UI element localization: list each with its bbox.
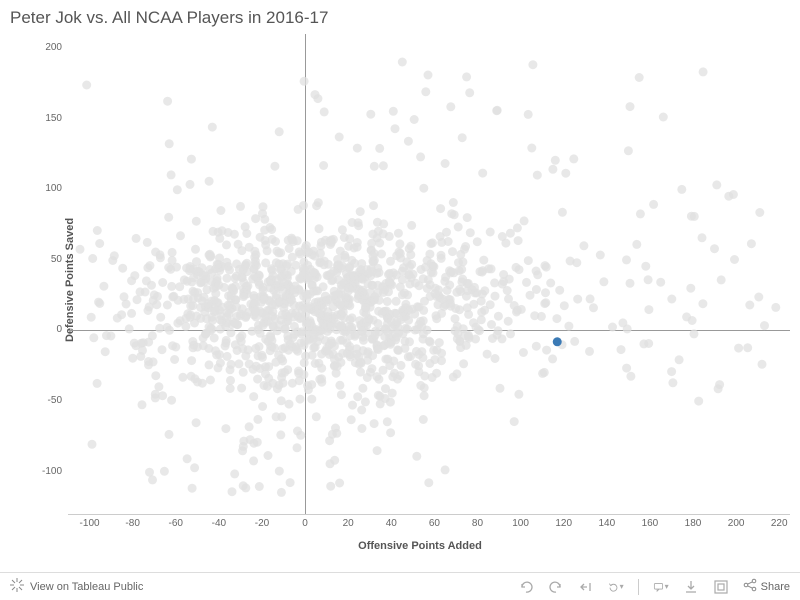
toolbar-separator: [638, 579, 639, 595]
x-axis-line: [68, 514, 790, 515]
x-tick-label: -60: [166, 518, 186, 529]
x-tick-label: -80: [123, 518, 143, 529]
points-layer: [68, 34, 790, 514]
chart-area: Defensive Points Saved -100-80-60-40-200…: [50, 34, 790, 544]
undo-icon[interactable]: [518, 579, 534, 595]
share-icon: [743, 578, 757, 595]
share-button[interactable]: Share: [743, 578, 790, 595]
x-tick-label: 180: [683, 518, 703, 529]
x-tick-label: -100: [80, 518, 100, 529]
reset-icon[interactable]: [578, 579, 594, 595]
x-tick-label: 120: [554, 518, 574, 529]
x-tick-label: -20: [252, 518, 272, 529]
redo-icon[interactable]: [548, 579, 564, 595]
x-tick-label: 0: [295, 518, 315, 529]
x-tick-label: 40: [381, 518, 401, 529]
x-tick-label: 60: [424, 518, 444, 529]
view-on-tableau-link[interactable]: View on Tableau Public: [10, 578, 143, 595]
highlight-point: [553, 337, 562, 346]
x-tick-label: 100: [511, 518, 531, 529]
scatter-plot[interactable]: -100-80-60-40-20020406080100120140160180…: [68, 34, 790, 514]
y-tick-label: 150: [32, 113, 62, 124]
x-axis-label: Offensive Points Added: [50, 540, 790, 552]
download-icon[interactable]: [683, 579, 699, 595]
x-tick-label: 20: [338, 518, 358, 529]
y-tick-label: -100: [32, 466, 62, 477]
y-tick-label: 50: [32, 254, 62, 265]
y-tick-label: 200: [32, 42, 62, 53]
x-tick-label: 200: [726, 518, 746, 529]
share-label: Share: [761, 581, 790, 593]
tableau-logo-icon: [10, 578, 24, 595]
x-tick-label: 220: [769, 518, 789, 529]
refresh-icon[interactable]: ▾: [608, 579, 624, 595]
x-tick-label: 140: [597, 518, 617, 529]
comment-icon[interactable]: ▾: [653, 579, 669, 595]
x-tick-label: -40: [209, 518, 229, 529]
y-tick-label: 100: [32, 183, 62, 194]
tableau-toolbar: View on Tableau Public ▾ ▾ Share: [0, 572, 800, 600]
x-tick-label: 160: [640, 518, 660, 529]
x-tick-label: 80: [467, 518, 487, 529]
y-tick-label: 0: [32, 324, 62, 335]
view-on-tableau-label: View on Tableau Public: [30, 581, 143, 593]
y-tick-label: -50: [32, 395, 62, 406]
chart-title: Peter Jok vs. All NCAA Players in 2016-1…: [0, 0, 800, 36]
fullscreen-icon[interactable]: [713, 579, 729, 595]
